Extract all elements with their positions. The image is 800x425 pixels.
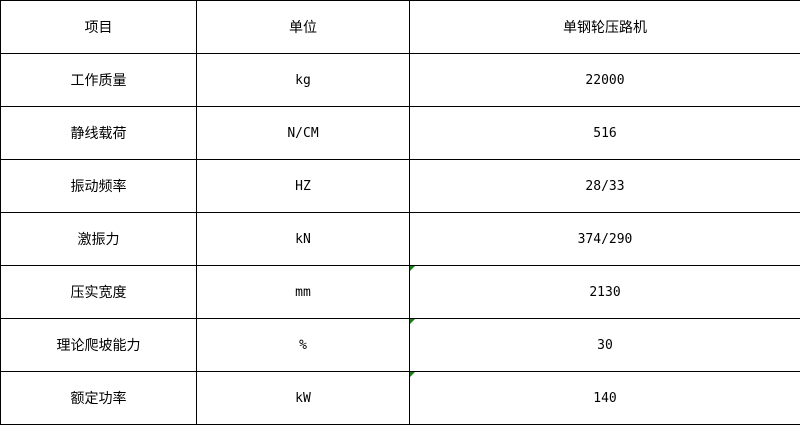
item-cell[interactable]: 理论爬坡能力	[0, 318, 197, 372]
header-value[interactable]: 单钢轮压路机	[409, 0, 800, 54]
table-row: 静线载荷 N/CM 516	[0, 106, 800, 160]
header-item[interactable]: 项目	[0, 0, 197, 54]
unit-cell[interactable]: N/CM	[196, 106, 410, 160]
value-cell[interactable]: 22000	[409, 53, 800, 107]
unit-cell[interactable]: mm	[196, 265, 410, 319]
value-cell[interactable]: 140	[409, 371, 800, 425]
item-cell[interactable]: 额定功率	[0, 371, 197, 425]
unit-cell[interactable]: HZ	[196, 159, 410, 213]
unit-cell[interactable]: kg	[196, 53, 410, 107]
table-row: 工作质量 kg 22000	[0, 53, 800, 107]
table-row: 振动频率 HZ 28/33	[0, 159, 800, 213]
item-cell[interactable]: 工作质量	[0, 53, 197, 107]
value-cell[interactable]: 28/33	[409, 159, 800, 213]
table-row: 压实宽度 mm 2130	[0, 265, 800, 319]
header-row: 项目 单位 单钢轮压路机	[0, 0, 800, 54]
item-cell[interactable]: 压实宽度	[0, 265, 197, 319]
item-cell[interactable]: 静线载荷	[0, 106, 197, 160]
table-row: 理论爬坡能力% 30	[0, 318, 800, 372]
unit-cell[interactable]: kN	[196, 212, 410, 266]
value-cell[interactable]: 516	[409, 106, 800, 160]
value-cell[interactable]: 374/290	[409, 212, 800, 266]
header-unit[interactable]: 单位	[196, 0, 410, 54]
value-cell[interactable]: 2130	[409, 265, 800, 319]
unit-cell[interactable]: %	[196, 318, 410, 372]
table-row: 激振力 kN 374/290	[0, 212, 800, 266]
unit-cell[interactable]: kW	[196, 371, 410, 425]
item-cell[interactable]: 振动频率	[0, 159, 197, 213]
item-cell[interactable]: 激振力	[0, 212, 197, 266]
table-row: 额定功率 kW 140	[0, 371, 800, 425]
value-cell[interactable]: 30	[409, 318, 800, 372]
